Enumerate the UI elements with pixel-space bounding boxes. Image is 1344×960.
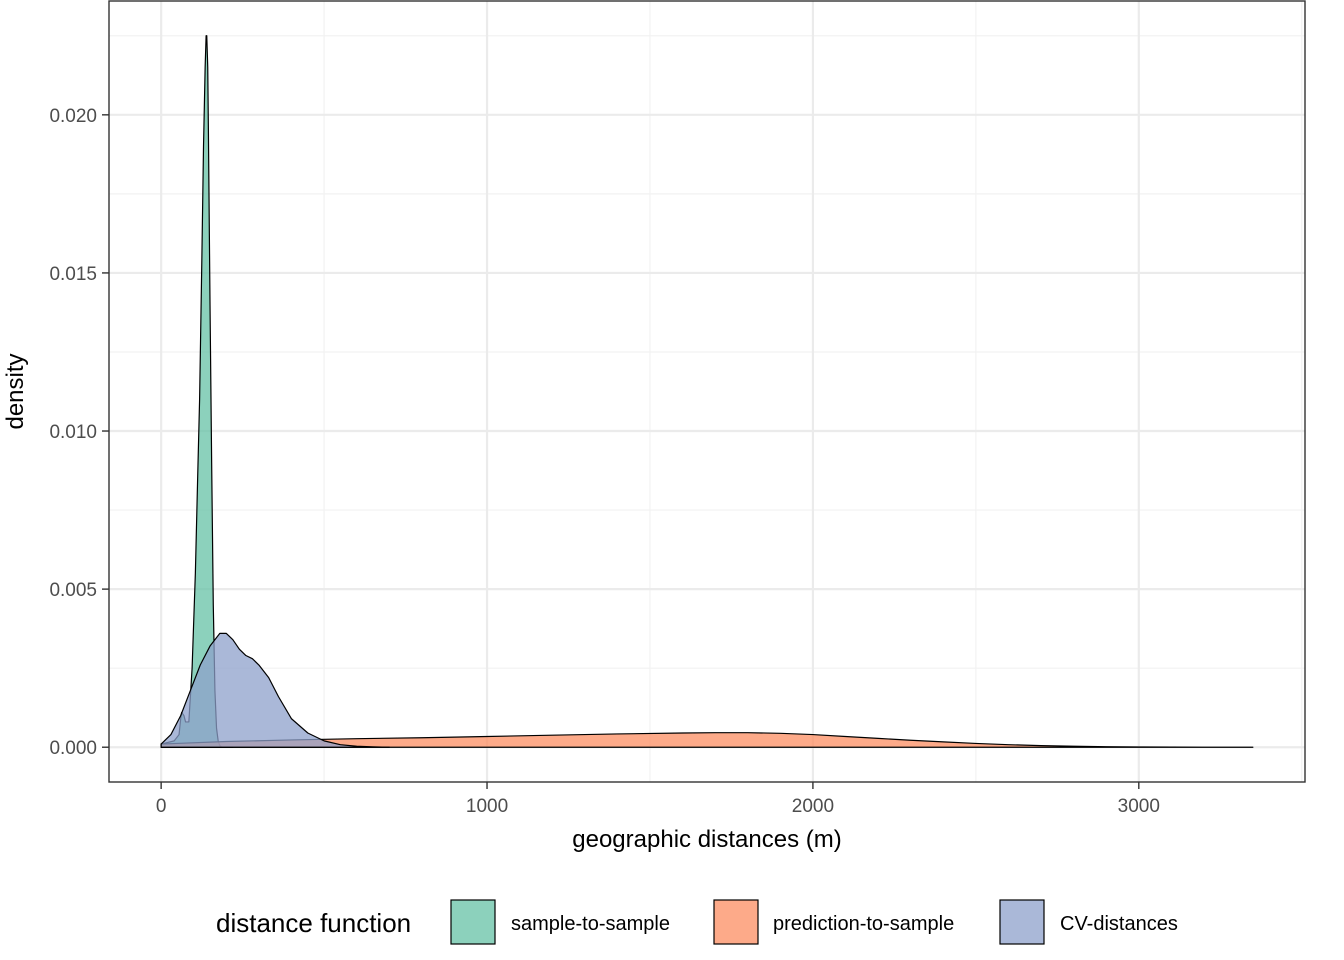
y-axis-title: density: [2, 353, 29, 429]
y-axis-ticks: 0.000 0.005 0.010 0.015 0.020: [49, 106, 109, 759]
panel-border: [108, 0, 1306, 783]
y-tick-label: 0.005: [49, 580, 97, 601]
legend-label-sample-to-sample: sample-to-sample: [511, 913, 670, 935]
legend-key-CV-distances: [999, 899, 1045, 945]
legend-title: distance function: [216, 908, 411, 938]
legend-label-CV-distances: CV-distances: [1060, 913, 1178, 935]
y-tick-label: 0.015: [49, 264, 97, 285]
x-tick-label: 0: [156, 796, 167, 817]
x-axis-ticks: 0 1000 2000 3000: [156, 782, 1160, 817]
x-tick-label: 2000: [792, 796, 834, 817]
y-tick-label: 0.020: [49, 106, 97, 127]
legend: distance function sample-to-sample predic…: [216, 899, 1178, 945]
x-axis-title: geographic distances (m): [572, 826, 841, 853]
y-tick-label: 0.010: [49, 422, 97, 443]
panel-background: [109, 1, 1305, 782]
legend-label-prediction-to-sample: prediction-to-sample: [773, 913, 954, 935]
x-tick-label: 1000: [466, 796, 508, 817]
legend-key-sample-to-sample: [450, 899, 496, 945]
x-tick-label: 3000: [1118, 796, 1160, 817]
density-areas: [160, 35, 1254, 748]
density-area-prediction-to-sample: [160, 732, 1254, 748]
plot-panel: [109, 1, 1305, 782]
minor-gridlines: [109, 1, 1305, 782]
y-tick-label: 0.000: [49, 738, 97, 759]
density-area-CV-distances: [160, 632, 390, 748]
legend-key-prediction-to-sample: [713, 899, 759, 945]
panel-frame: [108, 0, 1306, 783]
